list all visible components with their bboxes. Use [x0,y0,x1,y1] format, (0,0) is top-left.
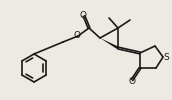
Text: O: O [73,32,80,40]
Text: S: S [163,52,169,62]
Polygon shape [100,38,119,49]
Text: O: O [79,10,87,20]
Text: O: O [128,76,136,86]
